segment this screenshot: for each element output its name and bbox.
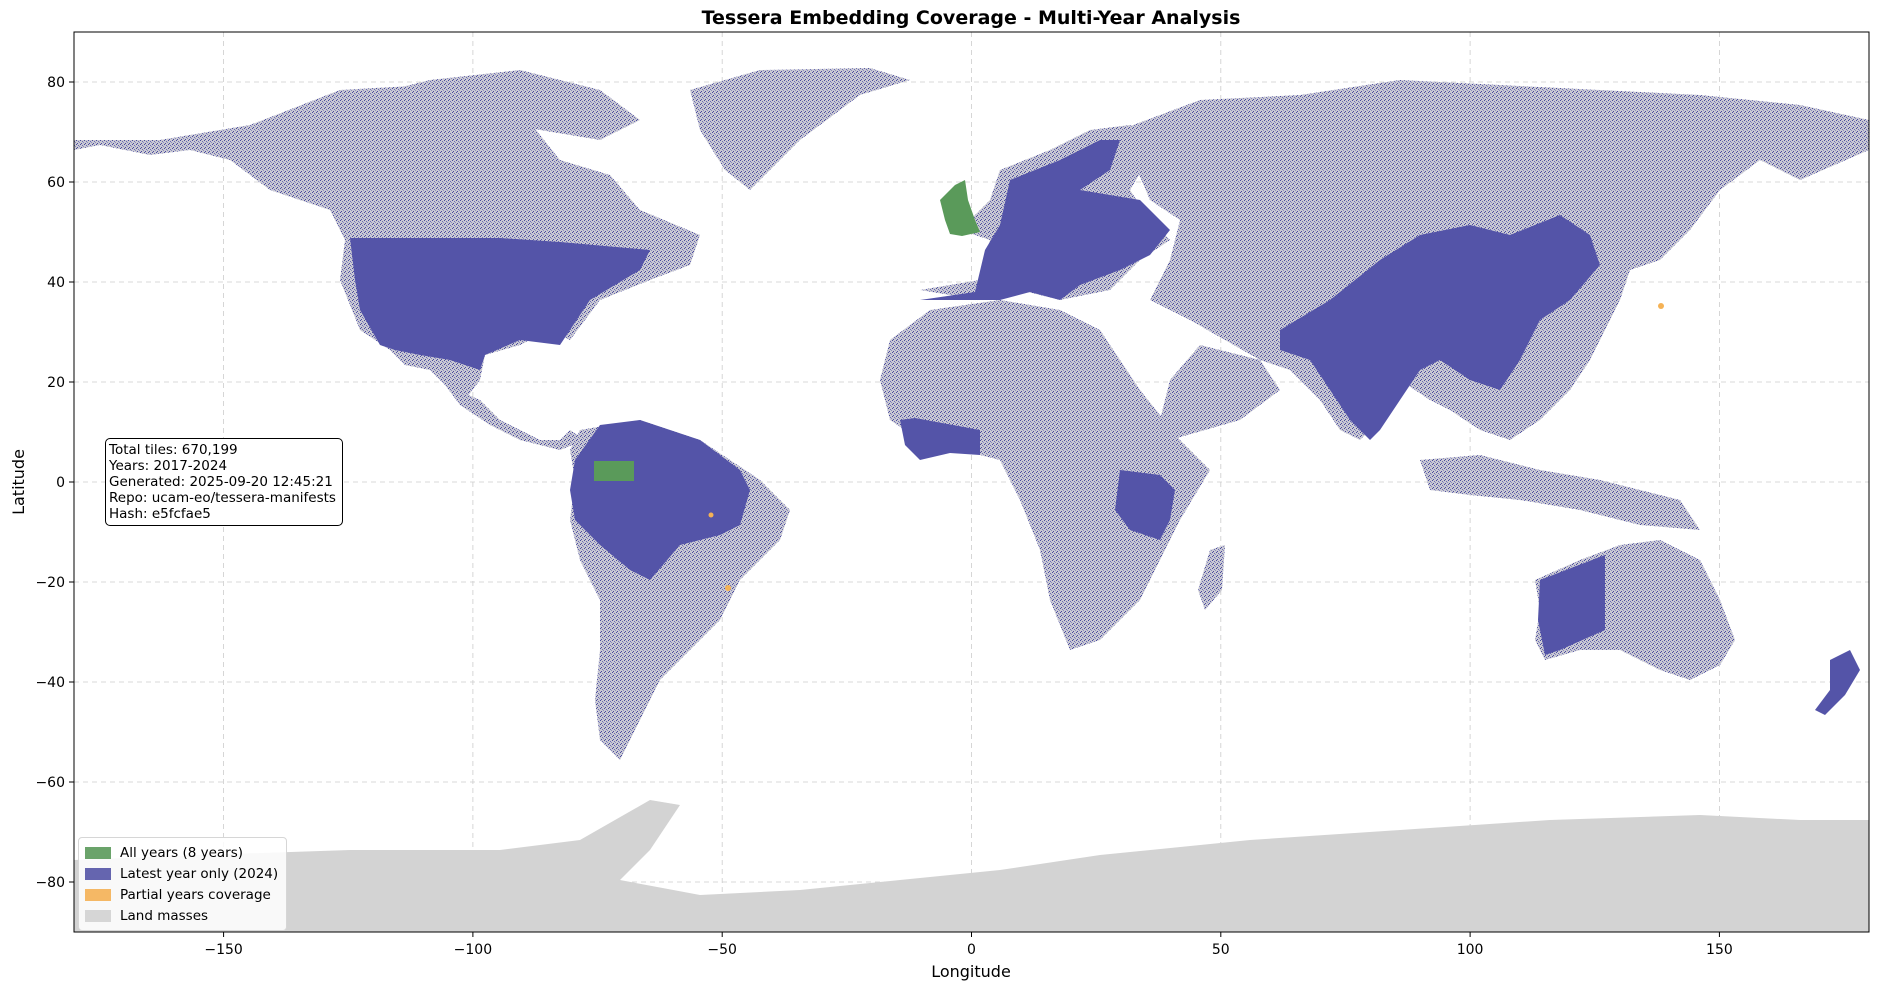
coverage-usa [350, 238, 650, 370]
legend: All years (8 years) Latest year only (20… [78, 837, 288, 931]
y-tick-label: −80 [35, 875, 65, 891]
y-axis-label: Latitude [9, 449, 28, 515]
info-years: Years: 2017-2024 [109, 458, 228, 474]
landmass-maritime-southeast-asia [1420, 455, 1700, 530]
y-tick-label: 60 [47, 175, 65, 191]
y-tick-label: −40 [35, 675, 65, 691]
x-axis-label: Longitude [931, 962, 1011, 981]
x-tick-label: 50 [1212, 942, 1230, 958]
legend-item-all-years: All years (8 years) [85, 842, 278, 863]
chart-title: Tessera Embedding Coverage - Multi-Year … [702, 7, 1241, 29]
legend-item-partial-years: Partial years coverage [85, 884, 278, 905]
x-axis: −150 −100 −50 0 50 100 150 [204, 932, 1733, 958]
landmass-central-america [445, 385, 585, 450]
coverage-new-zealand [1815, 650, 1860, 715]
land-masses [74, 68, 1869, 932]
y-tick-label: 80 [47, 75, 65, 91]
info-hash: Hash: e5fcfae5 [109, 506, 211, 522]
legend-item-land-masses: Land masses [85, 905, 278, 926]
landmass-greenland [690, 68, 910, 190]
landmass-antarctica [74, 800, 1869, 932]
y-tick-label: −20 [35, 575, 65, 591]
x-tick-label: 0 [967, 942, 976, 958]
legend-label-land-masses: Land masses [120, 907, 209, 924]
coverage-latest-year [350, 140, 1860, 715]
x-tick-label: −100 [454, 942, 492, 958]
legend-swatch-latest-year [85, 867, 111, 880]
info-repo: Repo: ucam-eo/tessera-manifests [109, 490, 336, 506]
coverage-brazil-south [725, 585, 731, 591]
legend-swatch-land-masses [85, 909, 111, 922]
y-tick-label: −60 [35, 775, 65, 791]
info-generated: Generated: 2025-09-20 12:45:21 [109, 474, 333, 490]
coverage-all-years [594, 180, 980, 481]
coverage-great-britain [940, 180, 980, 236]
coverage-asia-india-china [1280, 215, 1600, 440]
x-tick-label: −50 [707, 942, 737, 958]
legend-label-partial-years: Partial years coverage [120, 886, 271, 903]
legend-item-latest-year: Latest year only (2024) [85, 863, 278, 884]
legend-label-latest-year: Latest year only (2024) [120, 865, 279, 882]
landmass-africa [880, 300, 1210, 650]
x-tick-label: 150 [1706, 942, 1733, 958]
info-box: Total tiles: 670,199 Years: 2017-2024 Ge… [105, 438, 343, 526]
coverage-west-africa [900, 418, 980, 460]
x-tick-label: 100 [1457, 942, 1484, 958]
coverage-western-australia [1538, 555, 1605, 655]
landmass-madagascar [1198, 545, 1225, 610]
y-axis: 80 60 40 20 0 −20 −40 −60 −80 [35, 75, 74, 891]
info-total-tiles: Total tiles: 670,199 [109, 442, 238, 458]
coverage-japan [1658, 303, 1664, 309]
coverage-europe [920, 140, 1170, 300]
coverage-partial-years [708, 303, 1664, 591]
x-tick-label: −150 [204, 942, 242, 958]
coverage-brazil-central [708, 512, 714, 518]
y-tick-label: 20 [47, 375, 65, 391]
coverage-amazon [570, 420, 750, 580]
coverage-amazon-block [594, 461, 634, 481]
legend-swatch-all-years [85, 846, 111, 859]
y-tick-label: 40 [47, 275, 65, 291]
legend-swatch-partial-years [85, 888, 111, 901]
y-tick-label: 0 [56, 475, 65, 491]
coverage-east-africa [1115, 470, 1175, 540]
landmass-arctic-islands [350, 70, 640, 140]
legend-label-all-years: All years (8 years) [120, 844, 244, 861]
